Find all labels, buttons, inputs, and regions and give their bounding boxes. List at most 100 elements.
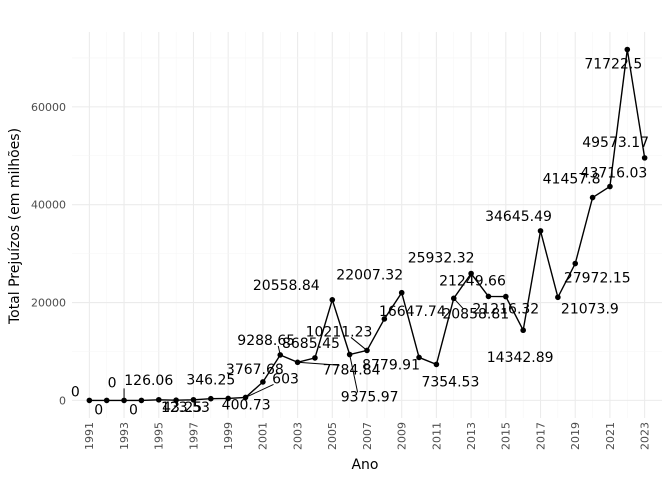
data-label: 123.53 (161, 400, 210, 416)
data-point (589, 194, 596, 201)
data-point (485, 293, 492, 300)
x-tick-label: 2011 (430, 422, 443, 450)
x-tick-label: 2005 (326, 422, 339, 450)
data-point (138, 397, 145, 404)
data-point (624, 46, 631, 53)
x-tick-label: 2023 (638, 422, 651, 450)
data-label: 7354.53 (421, 374, 479, 390)
y-axis-title: Total Prejuízos (em milhões) (7, 128, 23, 325)
data-point (416, 354, 422, 361)
x-axis-ticks: 1991 1993 1995 1997 1999 2001 2003 2005 2007 2009… (83, 422, 651, 450)
x-tick-label: 2003 (291, 422, 304, 450)
data-label: 43.25 (162, 400, 202, 416)
x-tick-label: 2015 (500, 422, 513, 450)
data-point (294, 359, 301, 366)
data-label: 41457.8 (543, 172, 601, 188)
data-point (433, 361, 440, 368)
x-tick-label: 2021 (604, 422, 617, 450)
data-point (121, 397, 127, 404)
data-point (155, 396, 162, 403)
data-point (208, 395, 214, 402)
data-label: 34645.49 (485, 209, 552, 225)
data-label: 9288.65 (237, 333, 295, 349)
data-point (555, 294, 561, 301)
data-label: 21073.9 (561, 301, 619, 317)
data-point (260, 379, 266, 385)
data-points (86, 46, 648, 404)
data-point (103, 397, 110, 404)
grid (72, 32, 662, 418)
data-labels: 0000126.0643.25123.53346.25400.736033767… (71, 57, 649, 419)
data-label: 27972.15 (564, 271, 631, 287)
y-tick-label: 40000 (31, 199, 66, 212)
data-point (641, 155, 648, 161)
data-point (381, 316, 388, 322)
data-label: 126.06 (124, 373, 173, 389)
data-point (86, 397, 93, 404)
x-axis-title: Ano (351, 457, 378, 473)
x-tick-label: 1991 (83, 422, 96, 450)
data-point (398, 289, 405, 296)
x-tick-label: 2001 (257, 422, 270, 450)
label-leader-lines (123, 298, 465, 401)
data-point (173, 397, 179, 403)
x-tick-label: 1995 (153, 422, 166, 450)
x-tick-label: 2019 (569, 422, 582, 450)
data-point (312, 355, 318, 361)
data-point (537, 228, 544, 234)
data-point (329, 297, 336, 303)
data-label: 20558.84 (253, 278, 320, 294)
x-tick-label: 2009 (396, 422, 409, 450)
data-label: 8685.45 (282, 336, 340, 352)
data-label: 0 (108, 375, 117, 391)
data-point (520, 327, 526, 334)
data-label: 0 (94, 402, 103, 418)
x-tick-label: 1993 (118, 422, 131, 450)
data-label: 10211.23 (306, 324, 373, 340)
y-tick-label: 60000 (31, 101, 66, 114)
data-label: 21216.32 (472, 302, 539, 318)
data-label: 0 (129, 402, 138, 418)
y-axis-ticks: 0 20000 40000 60000 (31, 101, 66, 408)
label-leader-line (350, 337, 368, 351)
x-tick-label: 2017 (534, 422, 547, 450)
data-point (364, 347, 370, 354)
data-point (346, 351, 353, 358)
data-point (607, 183, 613, 190)
data-label: 43716.03 (581, 166, 648, 182)
data-label: 7784.84 (323, 362, 381, 378)
x-tick-label: 1999 (222, 422, 235, 450)
data-label: 16647.74 (379, 304, 446, 320)
data-point (468, 270, 474, 277)
data-point (225, 395, 231, 402)
data-label: 22007.32 (336, 268, 403, 284)
data-label: 8779.91 (362, 357, 420, 373)
data-point (503, 293, 509, 300)
label-leader-line (297, 361, 340, 366)
data-label: 25932.32 (408, 251, 475, 267)
data-label: 9375.97 (341, 390, 399, 406)
x-tick-label: 1997 (187, 422, 200, 450)
data-label: 0 (71, 384, 80, 400)
y-tick-label: 20000 (31, 297, 66, 310)
label-leader-line (245, 383, 274, 398)
data-label: 21249.66 (439, 273, 506, 289)
data-label: 14342.89 (487, 350, 554, 366)
data-label: 346.25 (186, 373, 235, 389)
data-label: 49573.17 (582, 135, 649, 151)
x-tick-label: 2013 (465, 422, 478, 450)
data-point (242, 394, 249, 401)
data-point (277, 352, 284, 358)
data-label: 3767.68 (226, 362, 284, 378)
data-label: 603 (272, 371, 299, 387)
label-leader-line (349, 354, 359, 393)
data-point (450, 295, 457, 302)
data-point (572, 260, 579, 267)
y-tick-label: 0 (59, 394, 66, 407)
data-label: 20858.81 (442, 306, 509, 322)
x-tick-label: 2007 (361, 422, 374, 450)
data-label: 400.73 (222, 397, 271, 413)
data-point (190, 396, 197, 403)
data-label: 71722.5 (584, 57, 642, 73)
